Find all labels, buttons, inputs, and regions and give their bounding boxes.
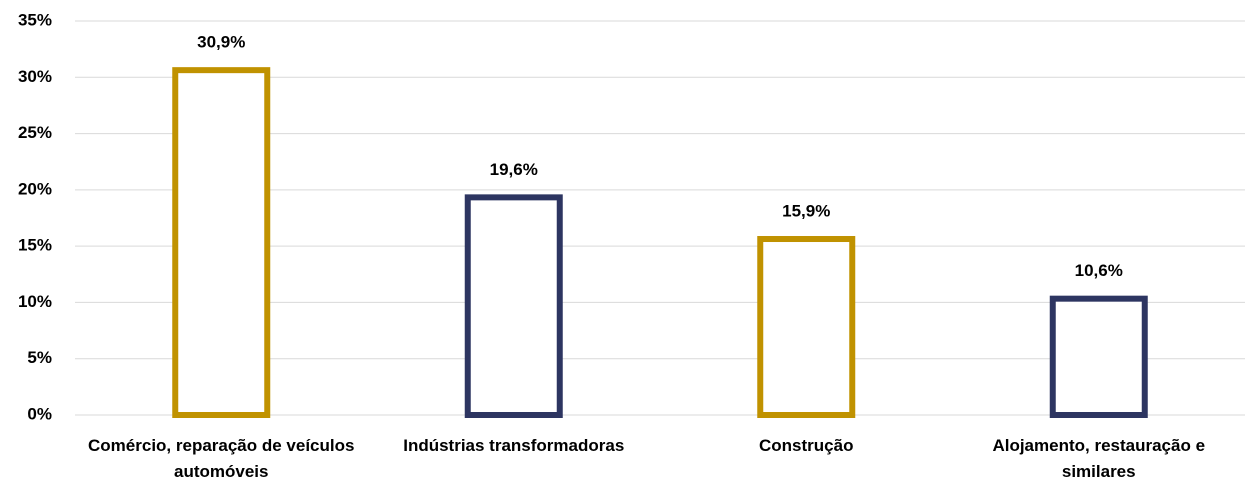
y-tick-label: 25% (18, 123, 52, 142)
y-tick-label: 20% (18, 179, 52, 198)
bar (1049, 295, 1148, 418)
x-tick-label: Comércio, reparação de veículos automóve… (88, 436, 355, 481)
bar (172, 67, 271, 418)
bar (464, 194, 563, 418)
value-label: 19,6% (490, 160, 538, 179)
y-tick-label: 5% (27, 348, 52, 367)
x-tick-label: Indústrias transformadoras (403, 436, 625, 455)
x-tick-label: Construção (759, 436, 854, 455)
bar (757, 236, 856, 418)
value-label: 15,9% (782, 201, 830, 220)
y-tick-label: 10% (18, 292, 52, 311)
x-tick-label: Alojamento, restauração e similares (992, 436, 1206, 481)
value-label: 30,9% (197, 33, 245, 52)
y-tick-label: 35% (18, 10, 52, 29)
y-tick-label: 0% (27, 404, 52, 423)
value-label: 10,6% (1075, 261, 1123, 280)
y-tick-label: 30% (18, 67, 52, 86)
y-tick-label: 15% (18, 236, 52, 255)
